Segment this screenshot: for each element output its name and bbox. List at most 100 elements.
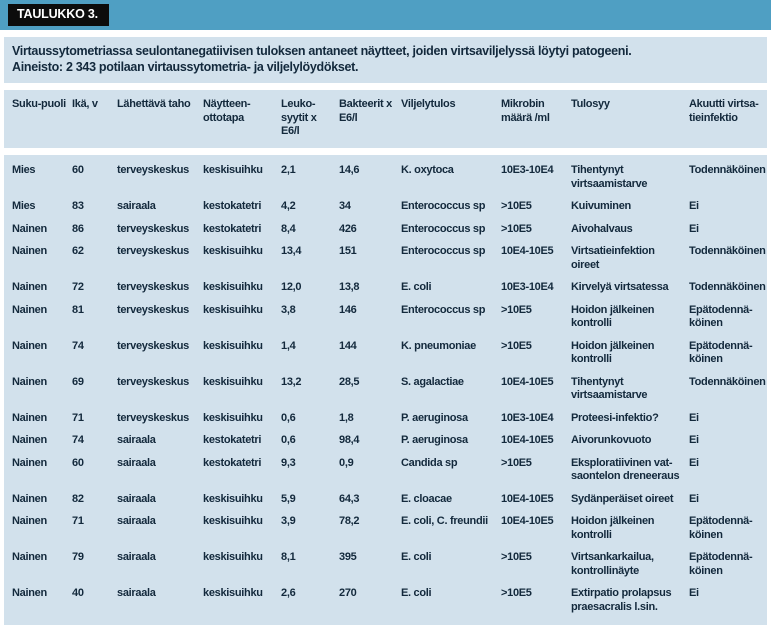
column-header: Tulosyy (571, 98, 610, 110)
table-cell: 28,5 (339, 375, 360, 388)
table-cell: 3,9 (281, 515, 296, 527)
table-cell: 10E4-10E5 (501, 434, 554, 446)
table-cell: Tihentynyt virtsaamistarve (571, 164, 648, 190)
table-cell: Nainen (12, 492, 47, 505)
table-cell: Ei (689, 411, 699, 424)
table-cell: P. aeruginosa (401, 434, 468, 446)
table-cell: 72 (72, 281, 84, 293)
table-cell: 10E4-10E5 (501, 515, 554, 527)
table-cell: Enterococcus sp (401, 200, 486, 212)
table-caption: Virtaussytometriassa seulontanegatiivise… (4, 37, 767, 83)
column-header: Leuko-syytit x E6/l (281, 98, 317, 137)
table-cell: keskisuihku (203, 492, 263, 505)
table-cell: keskisuihku (203, 411, 263, 424)
table-cell: Todennäköinen (689, 281, 766, 293)
table-cell: >10E5 (501, 456, 532, 469)
column-header: Ikä, v (72, 98, 98, 110)
column-header: Akuutti virtsa-tieinfektio (689, 98, 759, 124)
table-row: Nainen 40 sairaala keskisuihku 2,6 270 E. coli… (12, 583, 763, 619)
table-cell: 13,2 (281, 375, 302, 388)
column-header: Lähettävä taho (117, 98, 191, 110)
table-cell: Todennäköinen (689, 164, 766, 176)
table-cell: 10E3-10E4 (501, 281, 554, 293)
table-cell: >10E5 (501, 303, 532, 316)
table-cell: 13,8 (339, 281, 360, 293)
table-cell: 2,6 (281, 587, 296, 599)
column-header: Viljelytulos (401, 98, 456, 110)
table-cell: sairaala (117, 587, 156, 599)
table-cell: kestokatetri (203, 222, 262, 235)
table-row: Mies 60 terveyskeskus keskisuihku 2,1 14,6 K. … (12, 160, 766, 196)
table-cell: 98,4 (339, 434, 360, 446)
table-row: Nainen 82 sairaala keskisuihku 5,9 64,3 E. clo… (12, 489, 763, 512)
table-cell: 0,9 (339, 456, 354, 469)
table-cell: 78,2 (339, 515, 360, 527)
table-cell: 10E4-10E5 (501, 492, 554, 505)
table-cell: 8,4 (281, 222, 296, 235)
table-cell: sairaala (117, 551, 156, 563)
table-cell: 82 (72, 492, 84, 505)
table-cell: Candida sp (401, 456, 458, 469)
table-cell: K. pneumoniae (401, 339, 476, 352)
table-row: Mies 83 sairaala kestokatetri 4,2 34 Enterococ… (12, 196, 763, 219)
table-cell: Nainen (12, 456, 47, 469)
table-cell: >10E5 (501, 587, 532, 599)
table-cell: 3,8 (281, 303, 296, 316)
table-cell: Nainen (12, 551, 47, 563)
table-cell: 34 (339, 200, 351, 212)
table-cell: Nainen (12, 281, 47, 293)
table-row: Nainen 71 sairaala keskisuihku 3,9 78,2 E. col… (12, 511, 763, 547)
table-cell: 79 (72, 551, 84, 563)
table-cell: 81 (72, 303, 84, 316)
table-cell: keskisuihku (203, 339, 263, 352)
table-cell: 146 (339, 303, 357, 316)
table-cell: terveyskeskus (117, 222, 189, 235)
table-cell: 60 (72, 164, 84, 176)
table-cell: Todennäköinen (689, 245, 766, 257)
table-cell: 10E3-10E4 (501, 164, 554, 176)
table-cell: E. cloacae (401, 492, 452, 505)
table-cell: Aivohalvaus (571, 222, 633, 235)
table-cell: 13,4 (281, 245, 302, 257)
table-row: Nainen 79 sairaala keskisuihku 8,1 395 E. coli… (12, 547, 763, 583)
table-cell: Ei (689, 492, 699, 505)
table-cell: terveyskeskus (117, 303, 189, 316)
table-cell: Nainen (12, 411, 47, 424)
table-cell: 144 (339, 339, 357, 352)
table-row: Nainen 74 sairaala kestokatetri 0,6 98,4 P. ae… (12, 430, 763, 453)
table-cell: sairaala (117, 492, 156, 505)
table-cell: E. coli (401, 587, 432, 599)
table-row: Nainen 74 terveyskeskus keskisuihku 1,4 144 K.… (12, 336, 763, 372)
table-cell: E. coli (401, 281, 432, 293)
table-cell: S. agalactiae (401, 375, 464, 388)
table-cell: Nainen (12, 339, 47, 352)
table-cell: 1,8 (339, 411, 354, 424)
table-header-row: Suku-puoli Ikä, v Lähettävä taho Näytteen-o… (4, 90, 767, 148)
table-cell: Kirvelyä virtsatessa (571, 281, 669, 293)
table-cell: Todennäköinen (689, 375, 766, 388)
table-cell: >10E5 (501, 222, 532, 235)
table-number-tag: TAULUKKO 3. (8, 4, 109, 26)
table-cell: 10E4-10E5 (501, 245, 554, 257)
table-cell: >10E5 (501, 200, 532, 212)
table-row: Nainen 72 terveyskeskus keskisuihku 12,0 13,8… (12, 277, 766, 300)
caption-line-1: Virtaussytometriassa seulontanegatiivise… (12, 44, 632, 58)
table-cell: P. aeruginosa (401, 411, 468, 424)
table-cell: keskisuihku (203, 245, 263, 257)
table-row: Nainen 62 terveyskeskus keskisuihku 13,4 151 E… (12, 241, 766, 277)
table-cell: Tihentynyt virtsaamistarve (571, 375, 648, 402)
table-cell: Ei (689, 587, 699, 599)
table-cell: 64,3 (339, 492, 360, 505)
column-header: Suku-puoli (12, 98, 66, 110)
table-cell: keskisuihku (203, 551, 263, 563)
table-cell: Epätodennä-köinen (689, 515, 753, 541)
table-cell: Proteesi-infektio? (571, 411, 659, 424)
table-cell: 69 (72, 375, 84, 388)
table-cell: 62 (72, 245, 84, 257)
table-row: Nainen 81 terveyskeskus keskisuihku 3,8 146 En… (12, 300, 763, 336)
table-cell: Epätodennä-köinen (689, 303, 753, 330)
table-cell: Extirpatio prolapsus praesacralis l.sin. (571, 587, 672, 613)
table-cell: keskisuihku (203, 164, 263, 176)
table-cell: keskisuihku (203, 587, 263, 599)
